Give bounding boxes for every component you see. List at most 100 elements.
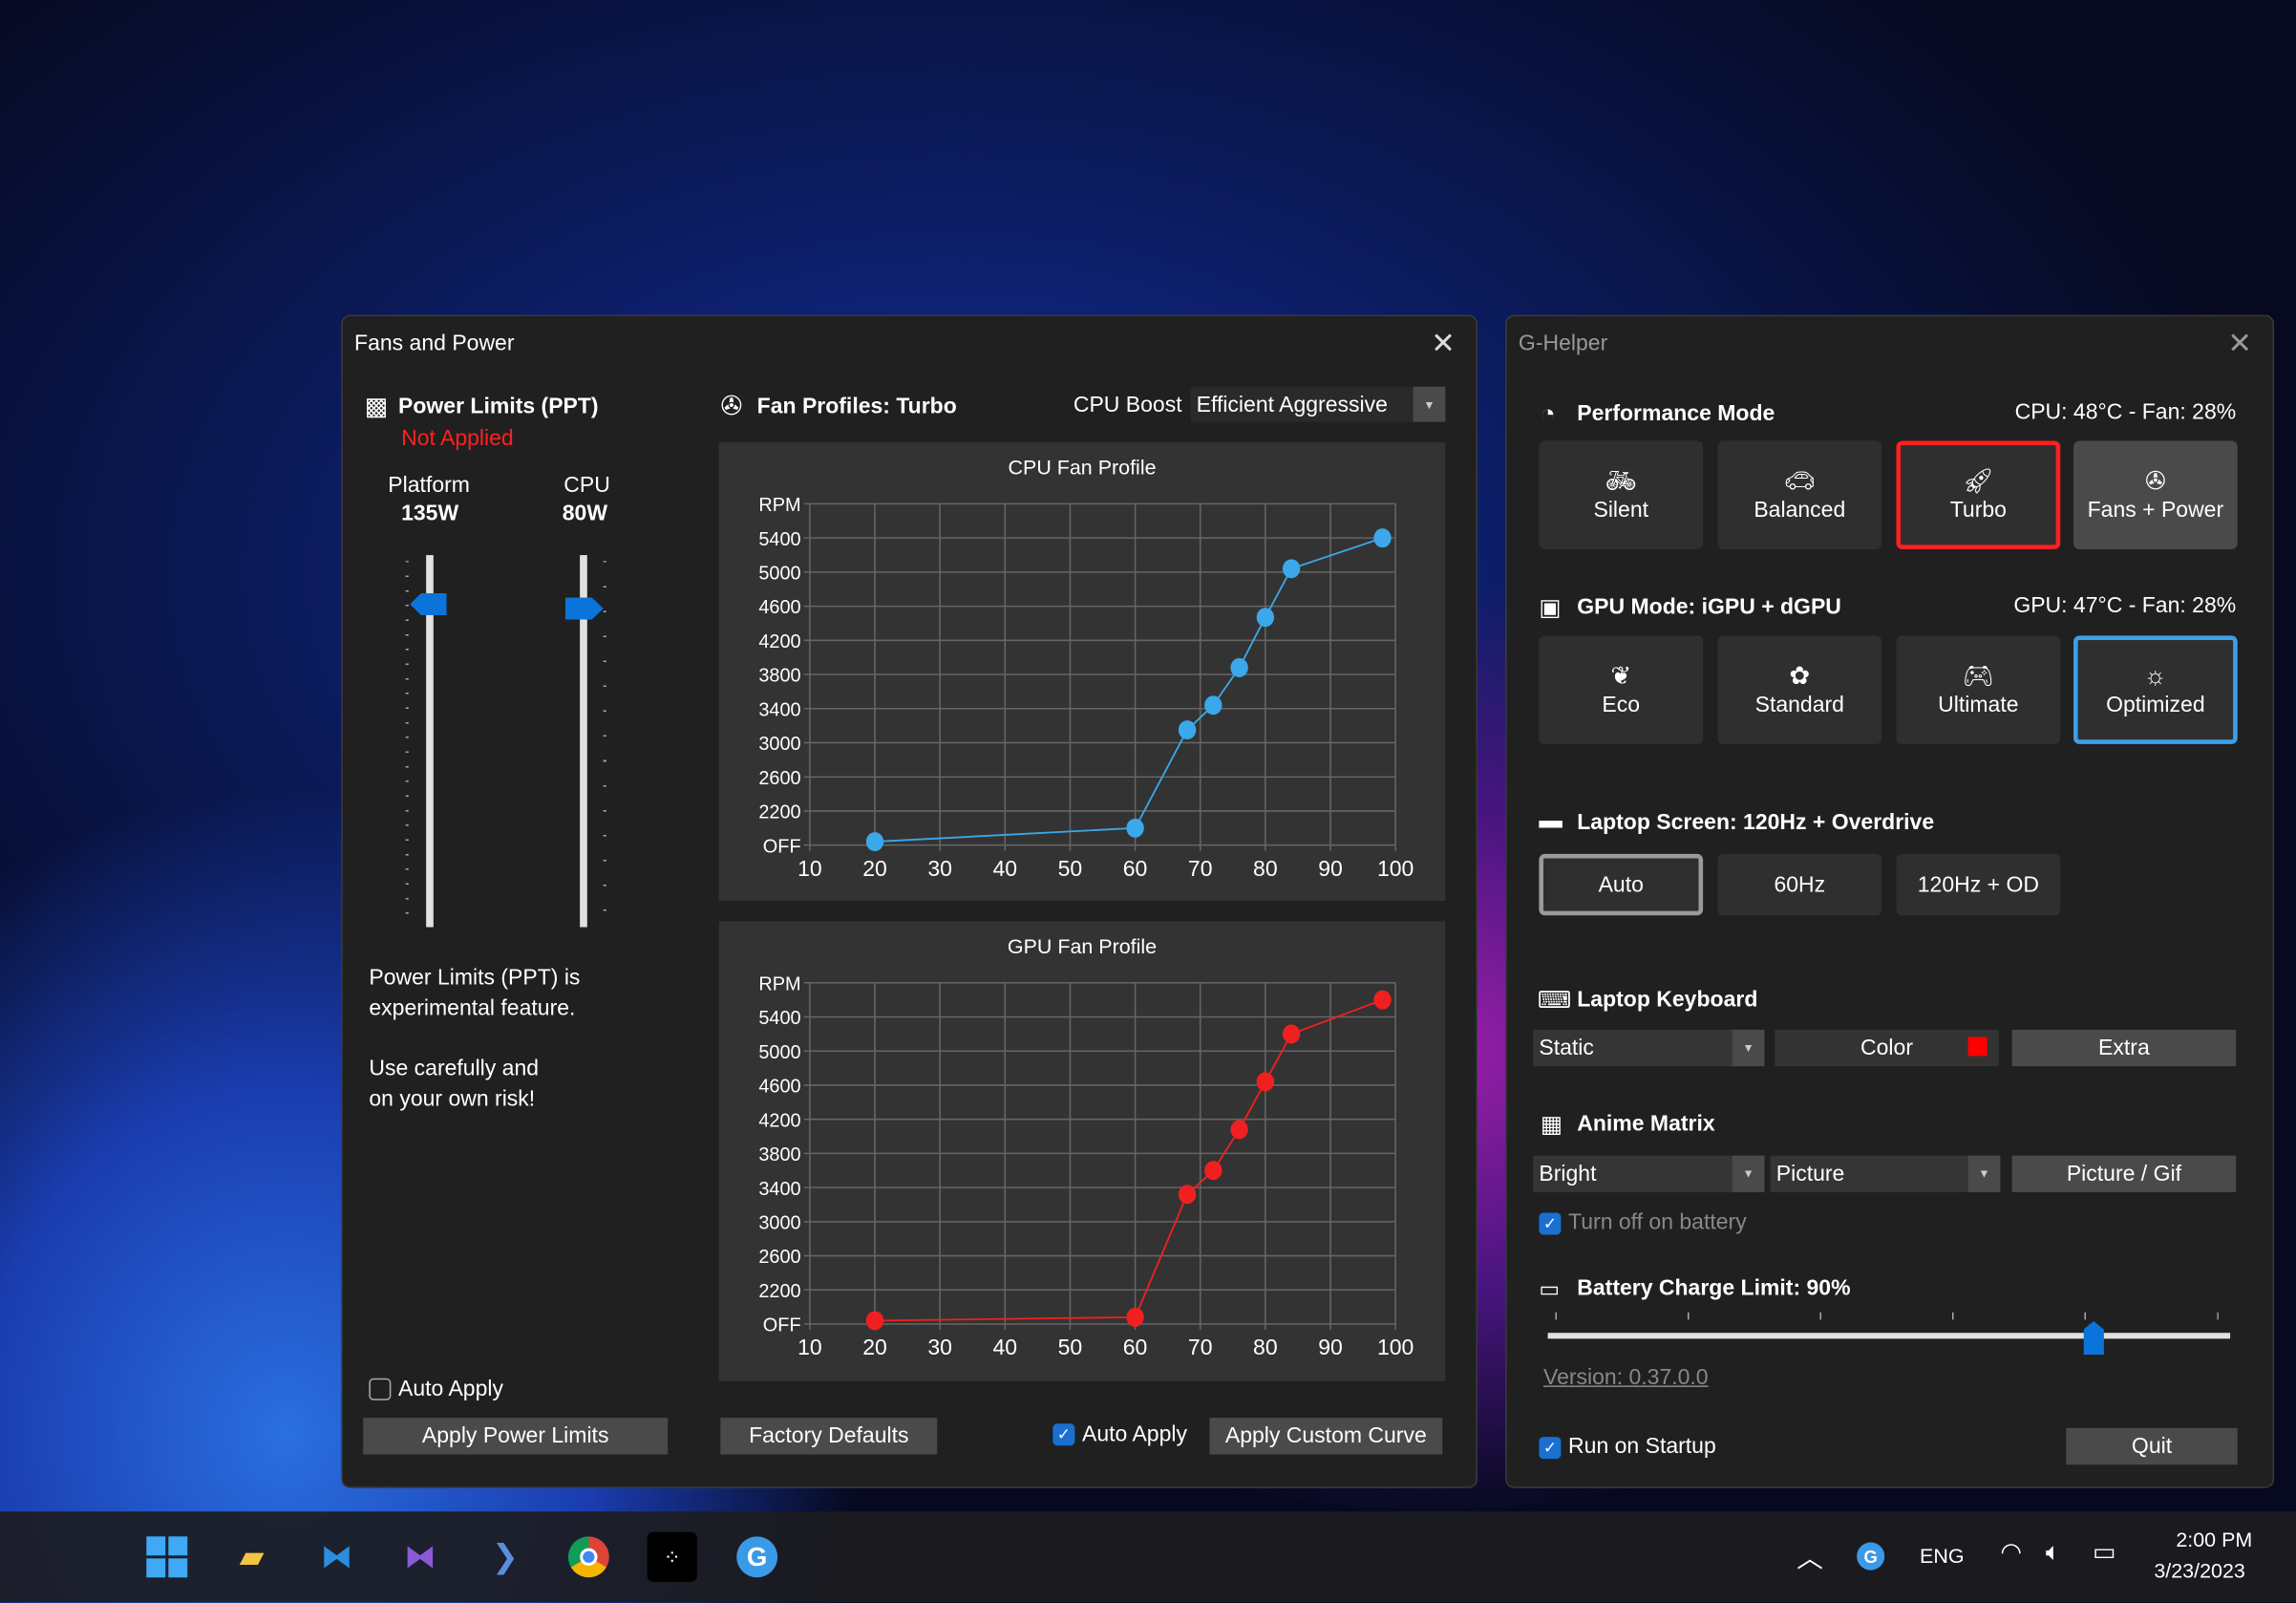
close-icon[interactable]: ✕ [2227,328,2253,361]
x-tick-label: 60 [1123,856,1148,881]
note-line: Use carefully and [369,1056,540,1081]
gpu-ultimate-button[interactable]: 🎮︎ Ultimate [1896,635,2061,744]
battery-limit-slider[interactable] [1547,1333,2231,1339]
x-tick-label: 20 [862,1335,887,1359]
data-point[interactable] [1373,528,1392,548]
apply-custom-curve-button[interactable]: Apply Custom Curve [1209,1418,1443,1455]
laptop-keyboard-heading: Laptop Keyboard [1577,987,1758,1013]
cpu-fan-chart[interactable]: CPU Fan Profile 10 20 30 40 50 60 70 80 90 100 OFF 2… [718,442,1446,901]
gpu-optimized-button[interactable]: ☼ Optimized [2073,635,2238,744]
y-tick-label: 2200 [758,802,800,823]
x-tick-label: 80 [1253,1335,1278,1359]
battery-charging-icon: ▭ [1539,1276,1561,1303]
fans-auto-apply-checkbox[interactable]: ✓ [1052,1423,1075,1446]
x-tick-label: 100 [1377,1335,1414,1359]
apply-power-limits-button[interactable]: Apply Power Limits [363,1418,669,1455]
data-point[interactable] [1282,559,1301,579]
rocket-icon: 🚀︎ [1962,466,1994,495]
fan-icon: ✇ [2144,466,2166,495]
version-link[interactable]: Version: 0.37.0.0 [1542,1364,1709,1391]
car-icon: 🚗︎ [1783,466,1816,495]
cpu-boost-select[interactable]: Efficient Aggressive ▼ [1190,386,1446,422]
data-point[interactable] [1230,657,1248,677]
data-point[interactable] [865,832,884,852]
data-point[interactable] [1373,990,1392,1010]
gpu-mode-heading: GPU Mode: iGPU + dGPU [1577,594,1841,620]
x-tick-label: 10 [797,1335,822,1359]
ghelper-tray-icon[interactable]: G [1857,1542,1885,1571]
run-on-startup-checkbox[interactable]: ✓ [1539,1437,1562,1460]
matrix-brightness-select[interactable]: Bright ▼ [1533,1155,1765,1193]
keyboard-mode-select[interactable]: Static ▼ [1533,1029,1765,1067]
mode-silent-button[interactable]: 🚲︎ Silent [1539,440,1704,549]
power-limits-heading: Power Limits (PPT) [398,394,599,419]
y-tick-label: 3800 [758,666,800,687]
data-point[interactable] [1282,1024,1301,1044]
platform-value: 135W [401,501,459,526]
data-point[interactable] [1256,1072,1275,1092]
x-tick-label: 30 [927,1335,952,1359]
cpu-slider[interactable] [580,555,587,928]
windows-start-icon[interactable] [142,1532,192,1582]
gpu-eco-button[interactable]: ❦ Eco [1539,635,1704,744]
mode-turbo-button[interactable]: 🚀︎ Turbo [1896,440,2061,549]
battery-slider-thumb[interactable] [2083,1320,2104,1356]
x-tick-label: 10 [797,856,822,881]
data-point[interactable] [1204,695,1222,716]
language-indicator[interactable]: ENG [1920,1543,1965,1568]
mode-balanced-button[interactable]: 🚗︎ Balanced [1717,440,1882,549]
ghelper-icon[interactable]: G [733,1532,782,1582]
gpu-fan-chart[interactable]: GPU Fan Profile 10 20 30 40 50 60 70 80 90 100 OFF 2… [718,921,1446,1381]
screen-120hz-od-button[interactable]: 120Hz + OD [1896,853,2061,916]
performance-mode-heading: Performance Mode [1577,401,1775,427]
close-icon[interactable]: ✕ [1431,328,1456,361]
chrome-icon[interactable] [563,1532,613,1582]
keyboard-color-button[interactable]: Color [1775,1029,1999,1067]
screen-auto-button[interactable]: Auto [1539,853,1704,916]
chip-icon: ▩ [364,392,389,421]
quit-button[interactable]: Quit [2066,1427,2238,1465]
data-point[interactable] [1178,720,1197,740]
data-point[interactable] [1126,818,1144,838]
clock-date[interactable]: 3/23/2023 [2154,1558,2245,1582]
data-point[interactable] [1256,608,1275,628]
file-explorer-icon[interactable]: ▰ [239,1537,265,1575]
chart-title: GPU Fan Profile [1008,935,1157,958]
chevron-up-icon[interactable]: ︿ [1796,1543,1823,1573]
turn-off-battery-checkbox[interactable]: ✓ [1539,1212,1562,1235]
wifi-icon[interactable]: ◠ [2000,1537,2023,1566]
bulb-gear-icon: ☼ [2143,661,2167,690]
data-point[interactable] [865,1311,884,1331]
picture-gif-button[interactable]: Picture / Gif [2011,1155,2237,1193]
factory-defaults-button[interactable]: Factory Defaults [720,1418,938,1455]
y-tick-label: RPM [758,973,800,994]
data-point[interactable] [1204,1161,1222,1181]
data-point[interactable] [1126,1307,1144,1327]
platform-slider-thumb[interactable] [410,592,447,615]
note-line: experimental feature. [369,995,576,1021]
run-on-startup-label: Run on Startup [1568,1434,1716,1460]
battery-icon[interactable]: ▭ [2092,1537,2116,1566]
clock-time[interactable]: 2:00 PM [2176,1528,2253,1551]
vscode-icon[interactable]: ⧓ [320,1537,353,1575]
visual-studio-icon[interactable]: ⧓ [404,1537,436,1575]
x-tick-label: 40 [992,1335,1017,1359]
mode-fans-power-button[interactable]: ✇ Fans + Power [2073,440,2238,549]
powershell-icon[interactable]: ❯ [491,1537,520,1575]
screen-60hz-button[interactable]: 60Hz [1717,853,1882,916]
speaker-icon[interactable]: 🔈︎ [2045,1537,2061,1566]
keyboard-extra-button[interactable]: Extra [2011,1029,2237,1067]
bicycle-icon: 🚲︎ [1605,466,1637,495]
cpu-stats: CPU: 48°C - Fan: 28% [2014,399,2237,425]
cpu-slider-thumb[interactable] [564,597,604,620]
note-line: Power Limits (PPT) is [369,965,581,991]
matrix-mode-select[interactable]: Picture ▼ [1770,1155,2001,1193]
gpu-standard-button[interactable]: ✿ Standard [1717,635,1882,744]
platform-slider[interactable] [426,555,434,928]
data-point[interactable] [1178,1185,1197,1205]
data-point[interactable] [1230,1120,1248,1140]
mode-label: Fans + Power [2087,497,2224,523]
tidal-icon[interactable]: ⁘ [647,1531,697,1582]
power-auto-apply-label: Auto Apply [398,1377,503,1402]
power-auto-apply-checkbox[interactable] [369,1378,392,1400]
